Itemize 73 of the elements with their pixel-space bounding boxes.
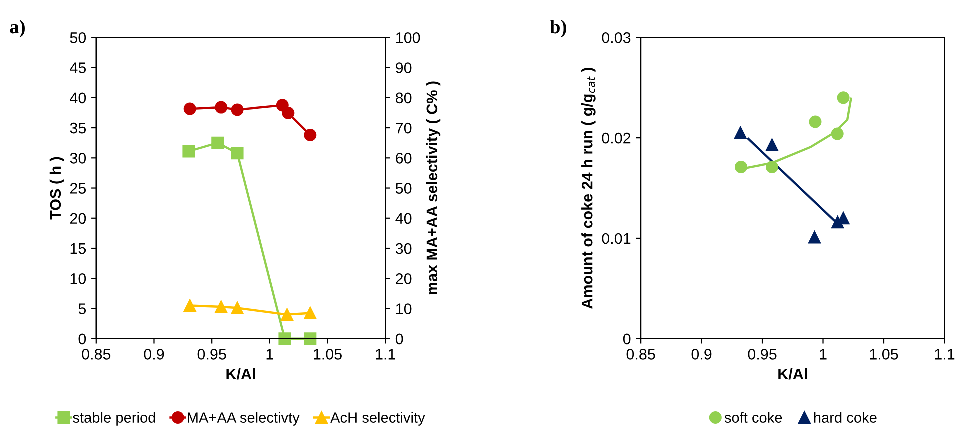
legend-label: stable period	[73, 412, 156, 426]
x-tick-label: 1.05	[314, 349, 342, 360]
y2-tick-label: 30	[396, 243, 412, 254]
y-tick-label: 25	[70, 183, 86, 194]
point	[215, 101, 228, 114]
chart-title: a)	[10, 20, 25, 38]
y-tick-label: 35	[70, 122, 86, 134]
x-tick-label: 1.05	[870, 349, 898, 360]
x-tick-label: 1	[820, 349, 827, 360]
y-tick-label: 40	[70, 92, 86, 104]
y2-axis-title: max MA+AA selectivity ( C% )	[426, 82, 441, 295]
point	[809, 116, 822, 128]
point	[304, 332, 317, 346]
legend-label: AcH selectivity	[330, 412, 426, 426]
y-tick-label: 10	[70, 274, 86, 284]
x-axis-title: K/Al	[778, 368, 808, 380]
point	[182, 145, 196, 158]
point	[735, 160, 748, 174]
y2-tick-label: 20	[396, 274, 412, 284]
y2-tick-label: 80	[396, 92, 412, 104]
y-tick-label: 0	[78, 334, 86, 345]
y2-tick-label: 50	[396, 183, 412, 194]
point	[231, 147, 244, 160]
point	[766, 138, 778, 152]
y2-tick-label: 60	[396, 153, 412, 164]
y2-tick-label: 10	[396, 304, 412, 314]
point	[304, 129, 317, 142]
point	[808, 231, 822, 244]
legend-label: MA+AA selectivty	[188, 412, 300, 426]
point	[215, 300, 228, 314]
y-axis-title: Amount of coke 24 h run ( g/g$_{cat}$ )	[582, 68, 596, 309]
y-tick-label: 0	[623, 334, 631, 345]
y-tick-label: 0.02	[602, 132, 631, 144]
x-tick-label: 0.95	[748, 349, 777, 360]
point	[837, 92, 850, 104]
point	[231, 302, 244, 314]
point	[304, 307, 317, 320]
point	[212, 136, 224, 150]
x-tick-label: 0.85	[626, 349, 656, 360]
point	[766, 160, 778, 174]
x-tick-label: 0.85	[82, 349, 111, 360]
y-tick-label: 45	[70, 62, 86, 74]
y2-tick-label: 40	[396, 213, 412, 224]
point	[281, 308, 294, 322]
x-tick-label: 1.1	[376, 349, 396, 360]
y-tick-label: 15	[70, 244, 86, 254]
legend-label: soft coke	[724, 412, 782, 423]
point	[278, 332, 292, 346]
point	[282, 107, 295, 120]
x-tick-label: 1	[266, 349, 274, 360]
point	[734, 126, 747, 140]
y-tick-label: 30	[70, 153, 86, 164]
x-tick-label: 1.1	[935, 349, 955, 360]
point	[231, 104, 244, 116]
point	[184, 300, 196, 312]
y-tick-label: 5	[78, 304, 86, 314]
y-tick-label: 0.01	[602, 233, 631, 244]
point	[831, 128, 844, 140]
y-tick-label: 50	[70, 32, 86, 44]
x-tick-label: 0.9	[144, 349, 164, 360]
y2-tick-label: 100	[396, 32, 420, 44]
y2-tick-label: 90	[396, 62, 412, 74]
y-axis-title: TOS ( h )	[50, 157, 64, 220]
point	[184, 102, 196, 116]
x-tick-label: 0.9	[692, 349, 712, 360]
x-axis-title: K/Al	[226, 368, 256, 380]
x-tick-label: 0.95	[198, 349, 226, 360]
y-tick-label: 0.03	[602, 32, 631, 44]
legend-label: hard coke	[814, 412, 877, 423]
y2-tick-label: 0	[396, 334, 404, 345]
chart-title: b)	[550, 20, 566, 38]
y-tick-label: 20	[70, 213, 86, 224]
y2-tick-label: 70	[396, 122, 412, 134]
